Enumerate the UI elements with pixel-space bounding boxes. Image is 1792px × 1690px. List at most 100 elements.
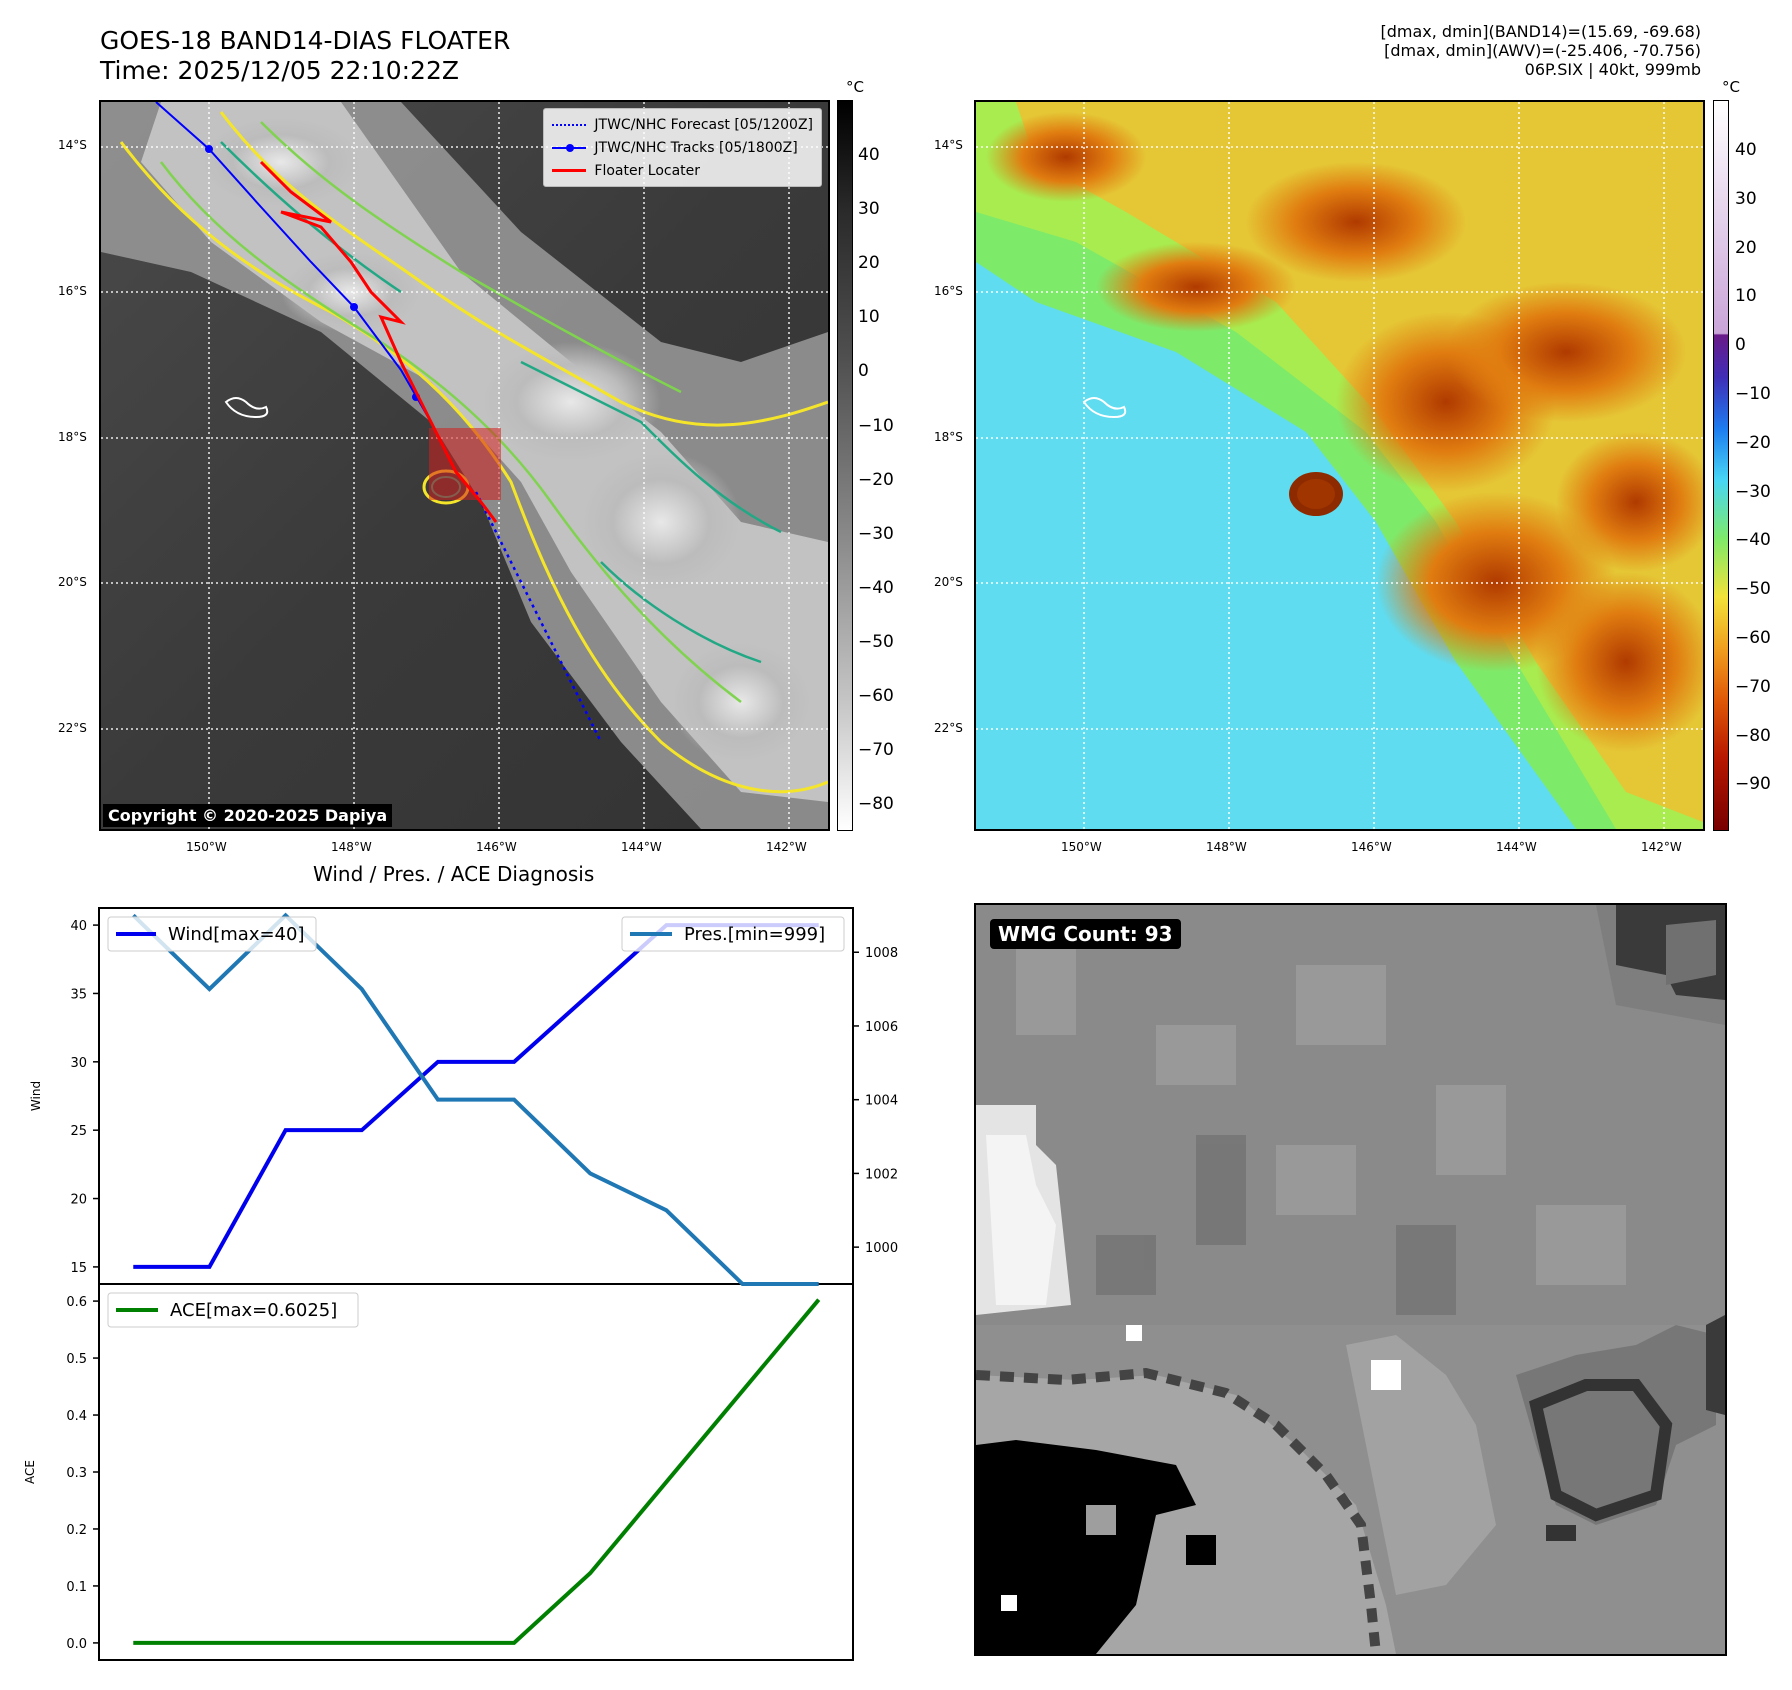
- figure-title: GOES-18 BAND14-DIAS FLOATER Time: 2025/1…: [100, 26, 510, 86]
- left-colorbar-unit: °C: [846, 78, 864, 96]
- stats-line-1: [dmax, dmin](BAND14)=(15.69, -69.68): [1380, 22, 1702, 41]
- stats-text: [dmax, dmin](BAND14)=(15.69, -69.68) [dm…: [1381, 22, 1702, 79]
- wind-legend-box: [107, 916, 317, 952]
- colorbar-tick-label: 10: [1735, 286, 1757, 307]
- wmg-image: [976, 905, 1725, 1654]
- wind-tick-label: 25: [70, 1124, 87, 1139]
- colorbar-tick-label: −80: [858, 794, 894, 815]
- ace-tick-label: 0.5: [66, 1352, 87, 1367]
- right-colorbar: [1713, 100, 1729, 831]
- ace-series-line: [133, 1298, 821, 1645]
- ace-axis-label: ACE: [23, 1460, 37, 1484]
- colorbar-tick-label: 10: [858, 307, 880, 328]
- lon-label: 146°W: [476, 840, 517, 854]
- lon-label: 148°W: [1206, 840, 1247, 854]
- ace-tick-label: 0.1: [66, 1580, 87, 1595]
- title-line-1: GOES-18 BAND14-DIAS FLOATER: [100, 26, 511, 55]
- colorbar-tick-label: 30: [1735, 188, 1757, 209]
- right-colorbar-unit: °C: [1722, 78, 1740, 96]
- wind-tick-label: 40: [70, 919, 87, 934]
- colorbar-tick-label: 20: [858, 253, 880, 274]
- colorbar-tick-label: −20: [858, 469, 894, 490]
- diagnosis-chart: 15 20 25 30 35 40 Wind 1000 1002 1004 1006 1008 Pres…: [23, 907, 898, 1661]
- wind-tick-label: 20: [70, 1193, 87, 1208]
- diagnosis-title: Wind / Pres. / ACE Diagnosis: [313, 862, 595, 886]
- legend-forecast: JTWC/NHC Forecast [05/1200Z]: [552, 113, 813, 136]
- pressure-tick-label: 1000: [865, 1241, 898, 1256]
- colorbar-tick-label: −70: [858, 740, 894, 761]
- ace-tick-label: 0.2: [66, 1523, 87, 1538]
- ir-map-image: [101, 102, 828, 829]
- wind-axis-label: Wind: [29, 1081, 43, 1111]
- copyright-label: Copyright © 2020-2025 Dapiya: [103, 804, 393, 827]
- lon-label: 146°W: [1351, 840, 1392, 854]
- lon-label: 144°W: [621, 840, 662, 854]
- lon-label: 142°W: [766, 840, 807, 854]
- colorbar-tick-label: −20: [1735, 432, 1771, 453]
- legend-floater: Floater Locater: [552, 159, 813, 182]
- colorbar-tick-label: −90: [1735, 774, 1771, 795]
- lon-label: 150°W: [186, 840, 227, 854]
- colorbar-tick-label: 30: [858, 199, 880, 220]
- stats-line-3: 06P.SIX | 40kt, 999mb: [1524, 60, 1701, 79]
- colorbar-tick-label: −10: [858, 415, 894, 436]
- lat-label: 18°S: [934, 430, 963, 444]
- pressure-tick-label: 1008: [865, 946, 898, 961]
- pressure-tick-label: 1002: [865, 1167, 898, 1182]
- ace-legend-label: ACE[max=0.6025]: [170, 1300, 337, 1321]
- pressure-series-line: [131, 912, 819, 1286]
- lon-label: 150°W: [1061, 840, 1102, 854]
- pressure-tick-label: 1006: [865, 1020, 898, 1035]
- wmg-panel: WMG Count: 93: [974, 903, 1727, 1656]
- colorbar-tick-label: −10: [1735, 384, 1771, 404]
- title-line-2: Time: 2025/12/05 22:10:22Z: [100, 56, 459, 85]
- colorbar-tick-label: 40: [1735, 140, 1757, 160]
- colorbar-tick-label: −40: [858, 577, 894, 598]
- ace-legend-box: [107, 1292, 359, 1328]
- colorbar-tick-label: 0: [1735, 335, 1746, 356]
- wind-tick-label: 35: [70, 987, 87, 1002]
- colorbar-tick-label: −60: [858, 686, 894, 706]
- colorbar-tick-label: 20: [1735, 237, 1757, 258]
- lon-label: 142°W: [1641, 840, 1682, 854]
- lat-label: 20°S: [934, 575, 963, 589]
- lat-label: 22°S: [58, 721, 87, 735]
- ace-plot-frame: [98, 1283, 854, 1661]
- colorbar-tick-label: 0: [858, 361, 869, 382]
- wind-legend-label: Wind[max=40]: [168, 924, 305, 945]
- colorbar-tick-label: −50: [1735, 579, 1771, 600]
- colorbar-tick-label: 40: [858, 145, 880, 165]
- legend-tracks: JTWC/NHC Tracks [05/1800Z]: [552, 136, 813, 159]
- ace-tick-label: 0.6: [66, 1295, 87, 1310]
- enhanced-map-panel: [974, 100, 1705, 831]
- lat-label: 16°S: [58, 284, 87, 298]
- lat-label: 14°S: [934, 138, 963, 152]
- wind-series-line: [133, 923, 819, 1269]
- pressure-legend-box: [621, 916, 845, 952]
- lon-label: 148°W: [331, 840, 372, 854]
- colorbar-tick-label: −30: [1735, 481, 1771, 502]
- lat-label: 20°S: [58, 575, 87, 589]
- lon-label: 144°W: [1496, 840, 1537, 854]
- wind-tick-label: 15: [70, 1261, 87, 1276]
- colorbar-tick-label: −50: [858, 631, 894, 652]
- colorbar-tick-label: −60: [1735, 628, 1771, 648]
- wind-tick-label: 30: [70, 1056, 87, 1071]
- colorbar-tick-label: −80: [1735, 725, 1771, 746]
- pressure-tick-label: 1004: [865, 1094, 898, 1109]
- colorbar-tick-label: −40: [1735, 530, 1771, 551]
- lat-label: 14°S: [58, 138, 87, 152]
- left-colorbar: [837, 100, 853, 831]
- lat-label: 16°S: [934, 284, 963, 298]
- lat-label: 22°S: [934, 721, 963, 735]
- ace-tick-label: 0.4: [66, 1409, 87, 1424]
- ace-tick-label: 0.3: [66, 1466, 87, 1481]
- pressure-legend-label: Pres.[min=999]: [684, 924, 825, 945]
- wind-plot-frame: [98, 907, 854, 1285]
- map-legend: JTWC/NHC Forecast [05/1200Z] JTWC/NHC Tr…: [543, 108, 822, 187]
- lat-label: 18°S: [58, 430, 87, 444]
- stats-line-2: [dmax, dmin](AWV)=(-25.406, -70.756): [1384, 41, 1701, 60]
- ir-map-panel: JTWC/NHC Forecast [05/1200Z] JTWC/NHC Tr…: [99, 100, 830, 831]
- ace-tick-label: 0.0: [66, 1637, 87, 1652]
- wmg-count-badge: WMG Count: 93: [990, 919, 1181, 949]
